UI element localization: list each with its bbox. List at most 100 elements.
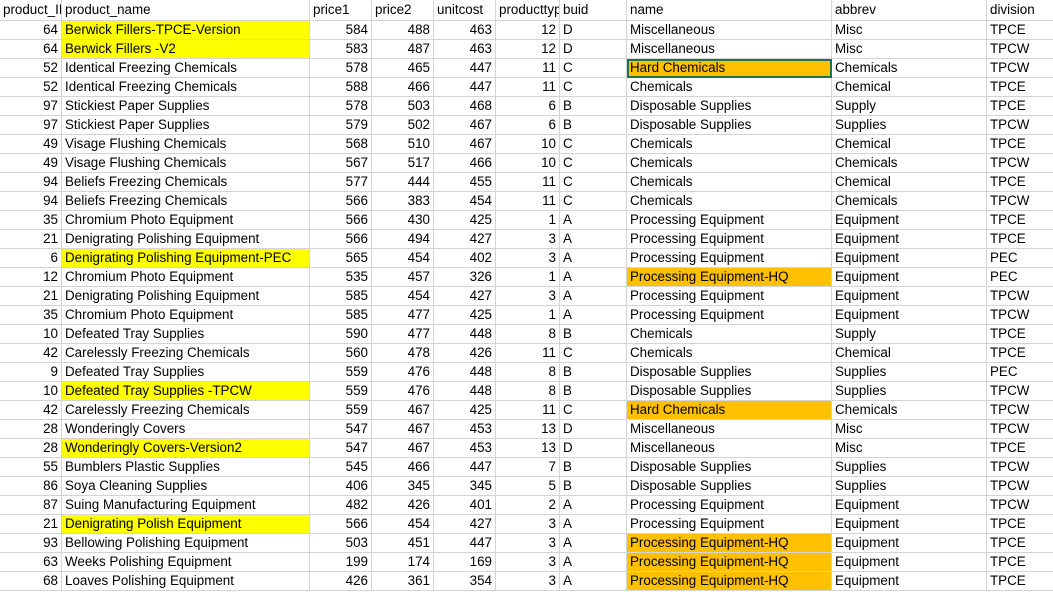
cell-price1[interactable]: 559	[310, 382, 372, 401]
cell-abbrev[interactable]: Misc	[832, 420, 987, 439]
cell-unitcost[interactable]: 427	[434, 230, 496, 249]
header-unitcost[interactable]: unitcost	[434, 0, 496, 21]
cell-division[interactable]: TPCW	[987, 59, 1053, 78]
cell-price1[interactable]: 590	[310, 325, 372, 344]
cell-buid[interactable]: B	[560, 458, 627, 477]
cell-price2[interactable]: 345	[372, 477, 434, 496]
cell-division[interactable]: TPCE	[987, 21, 1053, 40]
cell-price2[interactable]: 467	[372, 401, 434, 420]
header-division[interactable]: division	[987, 0, 1053, 21]
cell-price1[interactable]: 560	[310, 344, 372, 363]
cell-product-id[interactable]: 49	[0, 135, 62, 154]
cell-unitcost[interactable]: 425	[434, 401, 496, 420]
cell-abbrev[interactable]: Equipment	[832, 287, 987, 306]
cell-producttype[interactable]: 1	[496, 268, 560, 287]
cell-name[interactable]: Processing Equipment-HQ	[627, 572, 832, 591]
cell-buid[interactable]: B	[560, 97, 627, 116]
cell-name[interactable]: Disposable Supplies	[627, 116, 832, 135]
cell-product-name[interactable]: Chromium Photo Equipment	[62, 268, 310, 287]
cell-name[interactable]: Chemicals	[627, 154, 832, 173]
cell-producttype[interactable]: 10	[496, 135, 560, 154]
cell-division[interactable]: TPCE	[987, 344, 1053, 363]
cell-price1[interactable]: 585	[310, 287, 372, 306]
cell-buid[interactable]: C	[560, 135, 627, 154]
cell-product-id[interactable]: 21	[0, 515, 62, 534]
cell-product-name[interactable]: Defeated Tray Supplies	[62, 363, 310, 382]
cell-producttype[interactable]: 3	[496, 249, 560, 268]
cell-abbrev[interactable]: Equipment	[832, 249, 987, 268]
cell-unitcost[interactable]: 448	[434, 382, 496, 401]
cell-division[interactable]: TPCW	[987, 496, 1053, 515]
cell-product-id[interactable]: 64	[0, 21, 62, 40]
cell-price1[interactable]: 578	[310, 59, 372, 78]
cell-unitcost[interactable]: 468	[434, 97, 496, 116]
cell-unitcost[interactable]: 447	[434, 78, 496, 97]
cell-abbrev[interactable]: Misc	[832, 40, 987, 59]
cell-producttype[interactable]: 5	[496, 477, 560, 496]
cell-division[interactable]: TPCW	[987, 401, 1053, 420]
cell-division[interactable]: TPCE	[987, 230, 1053, 249]
cell-division[interactable]: TPCW	[987, 192, 1053, 211]
cell-product-name[interactable]: Bumblers Plastic Supplies	[62, 458, 310, 477]
cell-name[interactable]: Miscellaneous	[627, 21, 832, 40]
cell-division[interactable]: TPCE	[987, 211, 1053, 230]
cell-product-id[interactable]: 42	[0, 401, 62, 420]
cell-name[interactable]: Disposable Supplies	[627, 458, 832, 477]
cell-producttype[interactable]: 3	[496, 287, 560, 306]
cell-producttype[interactable]: 13	[496, 420, 560, 439]
cell-division[interactable]: PEC	[987, 249, 1053, 268]
cell-buid[interactable]: A	[560, 268, 627, 287]
cell-producttype[interactable]: 6	[496, 97, 560, 116]
cell-buid[interactable]: A	[560, 211, 627, 230]
cell-division[interactable]: TPCW	[987, 116, 1053, 135]
cell-product-name[interactable]: Chromium Photo Equipment	[62, 306, 310, 325]
cell-product-name[interactable]: Beliefs Freezing Chemicals	[62, 173, 310, 192]
cell-price1[interactable]: 566	[310, 211, 372, 230]
cell-name[interactable]: Hard Chemicals	[627, 59, 832, 78]
cell-unitcost[interactable]: 463	[434, 21, 496, 40]
cell-buid[interactable]: B	[560, 363, 627, 382]
cell-product-name[interactable]: Visage Flushing Chemicals	[62, 154, 310, 173]
cell-product-name[interactable]: Denigrating Polishing Equipment	[62, 230, 310, 249]
cell-name[interactable]: Disposable Supplies	[627, 97, 832, 116]
cell-abbrev[interactable]: Chemicals	[832, 401, 987, 420]
cell-product-name[interactable]: Beliefs Freezing Chemicals	[62, 192, 310, 211]
cell-unitcost[interactable]: 402	[434, 249, 496, 268]
cell-abbrev[interactable]: Equipment	[832, 230, 987, 249]
cell-producttype[interactable]: 11	[496, 192, 560, 211]
cell-producttype[interactable]: 8	[496, 382, 560, 401]
cell-abbrev[interactable]: Chemical	[832, 344, 987, 363]
cell-price2[interactable]: 454	[372, 249, 434, 268]
cell-name[interactable]: Hard Chemicals	[627, 401, 832, 420]
cell-abbrev[interactable]: Equipment	[832, 515, 987, 534]
cell-price2[interactable]: 466	[372, 78, 434, 97]
cell-abbrev[interactable]: Supply	[832, 97, 987, 116]
cell-producttype[interactable]: 11	[496, 59, 560, 78]
cell-product-id[interactable]: 68	[0, 572, 62, 591]
cell-division[interactable]: TPCE	[987, 325, 1053, 344]
cell-buid[interactable]: A	[560, 572, 627, 591]
cell-producttype[interactable]: 11	[496, 401, 560, 420]
cell-product-id[interactable]: 12	[0, 268, 62, 287]
cell-product-id[interactable]: 55	[0, 458, 62, 477]
cell-price1[interactable]: 583	[310, 40, 372, 59]
cell-unitcost[interactable]: 453	[434, 439, 496, 458]
cell-price1[interactable]: 535	[310, 268, 372, 287]
cell-price1[interactable]: 547	[310, 420, 372, 439]
cell-buid[interactable]: B	[560, 116, 627, 135]
cell-unitcost[interactable]: 455	[434, 173, 496, 192]
cell-product-id[interactable]: 28	[0, 420, 62, 439]
cell-name[interactable]: Processing Equipment	[627, 230, 832, 249]
cell-unitcost[interactable]: 463	[434, 40, 496, 59]
cell-product-id[interactable]: 97	[0, 97, 62, 116]
cell-producttype[interactable]: 10	[496, 154, 560, 173]
cell-name[interactable]: Disposable Supplies	[627, 382, 832, 401]
cell-producttype[interactable]: 11	[496, 78, 560, 97]
cell-producttype[interactable]: 13	[496, 439, 560, 458]
cell-abbrev[interactable]: Misc	[832, 21, 987, 40]
cell-price2[interactable]: 383	[372, 192, 434, 211]
cell-price1[interactable]: 577	[310, 173, 372, 192]
cell-producttype[interactable]: 12	[496, 21, 560, 40]
cell-buid[interactable]: A	[560, 496, 627, 515]
cell-price2[interactable]: 466	[372, 458, 434, 477]
